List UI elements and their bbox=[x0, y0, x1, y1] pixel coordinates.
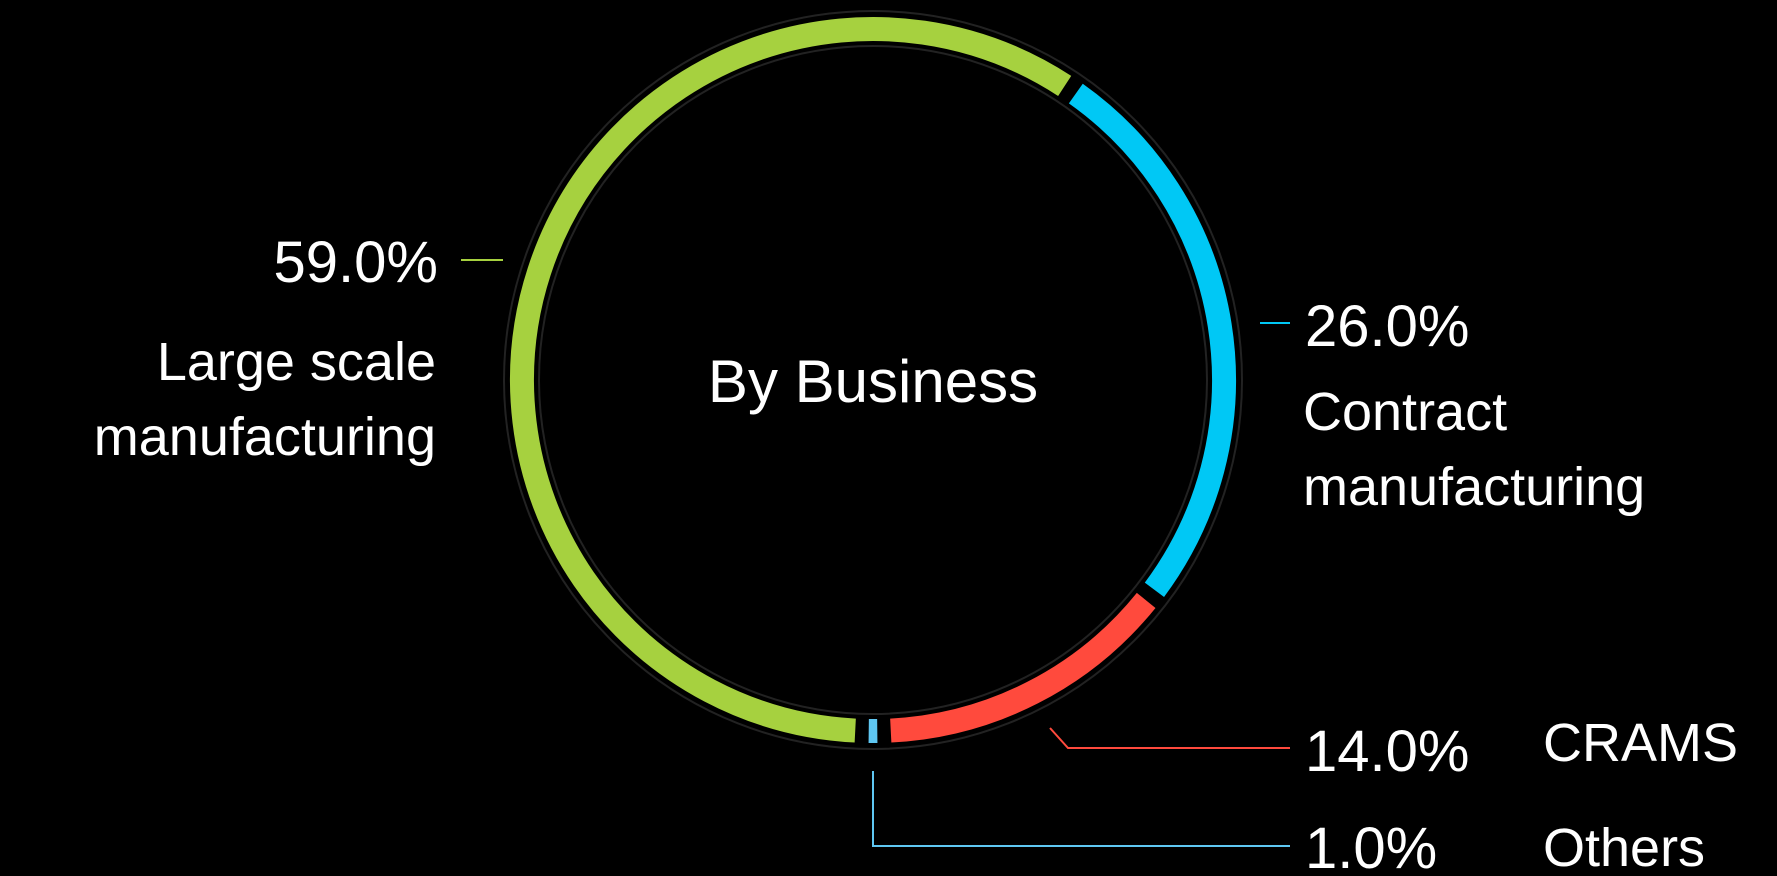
slice-pct-crams: 14.0% bbox=[1305, 719, 1469, 784]
center-label: By Business bbox=[708, 348, 1038, 415]
slice-arc-crams bbox=[890, 592, 1156, 743]
slice-name-large-scale-line1: Large scale bbox=[157, 332, 436, 392]
slice-name-crams: CRAMS bbox=[1543, 713, 1738, 773]
slice-pct-contract: 26.0% bbox=[1305, 294, 1469, 359]
slice-pct-large-scale: 59.0% bbox=[274, 230, 438, 295]
donut-slices bbox=[510, 17, 1236, 744]
leader-line-crams bbox=[1049, 727, 1290, 749]
slice-name-contract-line1: Contract bbox=[1303, 382, 1507, 442]
leader-line-others bbox=[872, 771, 1290, 847]
slice-pct-others: 1.0% bbox=[1305, 816, 1437, 876]
donut-inner-rim bbox=[538, 45, 1208, 715]
slice-arc-contract bbox=[1068, 83, 1236, 597]
slice-name-others: Others bbox=[1543, 818, 1705, 876]
slice-arc-large-scale bbox=[510, 17, 1072, 743]
slice-name-large-scale-line2: manufacturing bbox=[94, 407, 436, 467]
slice-name-contract-line2: manufacturing bbox=[1303, 457, 1645, 517]
donut-outer-rim bbox=[503, 10, 1243, 750]
